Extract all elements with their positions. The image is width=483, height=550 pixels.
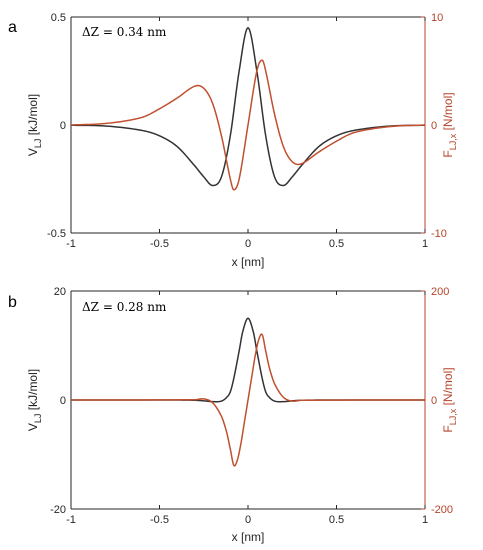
- x-axis-label: x [nm]: [232, 530, 265, 544]
- y-right-label-unit: [N/mol]: [441, 92, 455, 133]
- panel-letter: b: [8, 294, 17, 311]
- y-left-tick-label: 0.5: [51, 12, 66, 24]
- x-tick-label: 0: [245, 238, 251, 250]
- y-left-tick-label: -20: [50, 504, 66, 516]
- y-right-axis-label: FLJ,x [N/mol]: [441, 92, 458, 157]
- series-line-right-axis: [70, 333, 426, 467]
- y-right-tick-label: 200: [431, 286, 449, 298]
- x-tick-label: 1: [422, 238, 428, 250]
- delta-z-annotation: ΔZ = 0.34 nm: [82, 25, 167, 39]
- panel-letter: a: [8, 19, 17, 36]
- series-line-left-axis: [71, 317, 425, 403]
- y-left-tick-label: 0: [60, 395, 66, 407]
- y-left-label-unit: [kJ/mol]: [26, 94, 40, 139]
- y-right-label-main: F: [441, 150, 455, 157]
- y-left-axis-label: VLJ [kJ/mol]: [26, 369, 43, 431]
- y-right-label-sub: LJ,x: [448, 408, 458, 425]
- y-left-label-sub: LJ: [33, 414, 43, 424]
- x-tick-label: -1: [66, 514, 76, 526]
- x-tick-label: 1: [422, 514, 428, 526]
- y-right-tick-label: -10: [431, 228, 447, 240]
- x-tick-label: 0.5: [329, 514, 344, 526]
- delta-z-annotation: ΔZ = 0.28 nm: [82, 300, 167, 314]
- x-tick-label: -0.5: [150, 514, 169, 526]
- x-axis-label: x [nm]: [232, 255, 265, 269]
- x-tick-label: 0: [245, 514, 251, 526]
- y-left-label-main: V: [26, 148, 40, 156]
- y-right-axis-label: FLJ,x [N/mol]: [441, 367, 458, 432]
- y-left-axis-label: VLJ [kJ/mol]: [26, 94, 43, 156]
- y-left-tick-label: 20: [54, 286, 66, 298]
- y-right-tick-label: -200: [431, 504, 453, 516]
- y-left-tick-label: -0.5: [47, 228, 66, 240]
- y-right-label-main: F: [441, 425, 455, 432]
- x-tick-label: -1: [66, 238, 76, 250]
- y-left-label-main: V: [26, 423, 40, 431]
- y-right-tick-label: 0: [431, 120, 437, 132]
- x-tick-label: -0.5: [150, 238, 169, 250]
- y-right-tick-label: 0: [431, 395, 437, 407]
- series-line-right-axis: [70, 59, 426, 191]
- y-left-label-sub: LJ: [33, 139, 43, 149]
- y-right-label-unit: [N/mol]: [441, 367, 455, 408]
- x-tick-label: 0.5: [329, 238, 344, 250]
- y-left-tick-label: 0: [60, 120, 66, 132]
- y-right-tick-label: 10: [431, 12, 443, 24]
- series-line-left-axis: [70, 27, 426, 187]
- y-right-label-sub: LJ,x: [448, 133, 458, 150]
- y-left-label-unit: [kJ/mol]: [26, 369, 40, 414]
